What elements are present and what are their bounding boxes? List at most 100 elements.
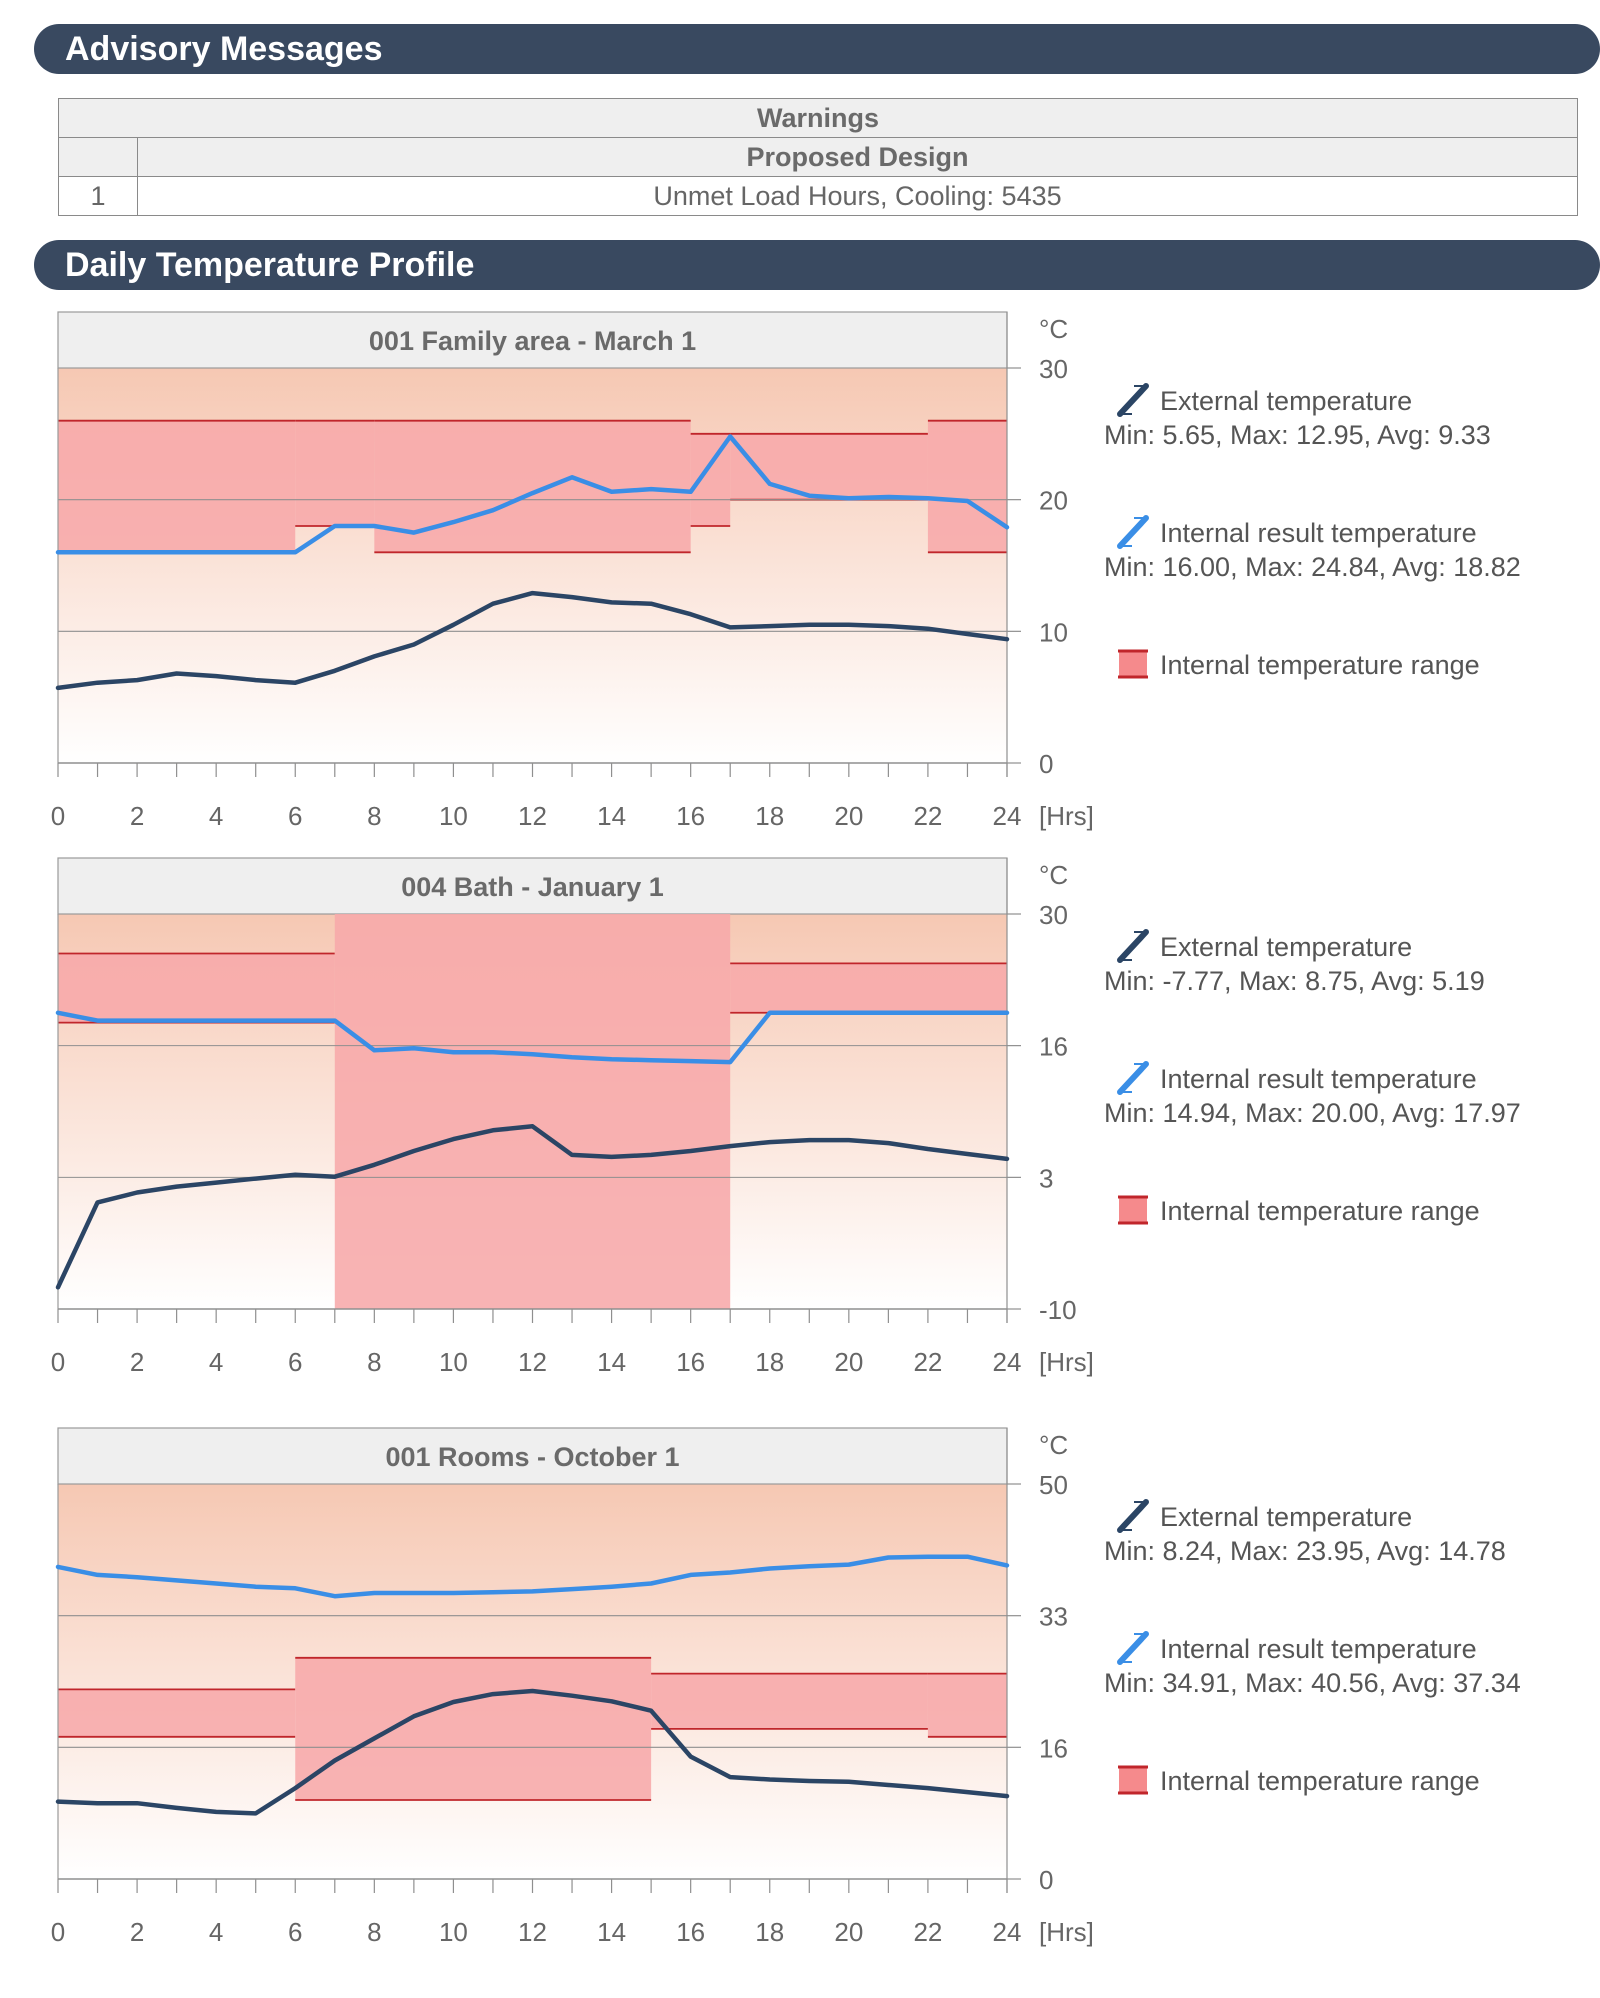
x-tick-label: 16	[676, 1347, 705, 1377]
y-tick-label: 30	[1039, 900, 1068, 930]
x-tick-label: 0	[51, 1347, 65, 1377]
x-tick-label: 16	[676, 801, 705, 831]
x-tick-label: 24	[993, 801, 1022, 831]
warnings-table: Warnings Proposed Design 1 Unmet Load Ho…	[58, 98, 1578, 216]
legend-label: Internal result temperature	[1160, 518, 1477, 548]
legend-stats: Min: 14.94, Max: 20.00, Avg: 17.97	[1104, 1098, 1521, 1128]
y-tick-label: 50	[1039, 1470, 1068, 1500]
x-axis-label: [Hrs]	[1039, 1917, 1094, 1947]
legend-range-bath: Internal temperature range	[1104, 1195, 1584, 1276]
range-band	[334, 914, 731, 1309]
range-band	[730, 963, 1007, 1013]
internal-temperature-line	[55, 1554, 1010, 1599]
legend-label: External temperature	[1160, 1502, 1413, 1532]
daily-temperature-profile-title: Daily Temperature Profile	[65, 246, 475, 284]
range-band	[58, 1689, 296, 1737]
legend-label: External temperature	[1160, 386, 1413, 416]
warnings-subheader: Proposed Design	[137, 137, 1578, 177]
x-tick-label: 4	[209, 1347, 223, 1377]
y-tick-label: 33	[1039, 1602, 1068, 1632]
y-tick-label: 16	[1039, 1032, 1068, 1062]
line-swatch-icon	[1117, 1631, 1149, 1665]
range-band	[651, 1673, 928, 1729]
legend-external-rooms: External temperature Min: 8.24, Max: 23.9…	[1104, 1499, 1584, 1582]
y-unit-label: °C	[1039, 314, 1068, 344]
line-swatch-icon	[1117, 383, 1149, 417]
x-tick-label: 10	[439, 1917, 468, 1947]
legend-stats: Min: 16.00, Max: 24.84, Avg: 18.82	[1104, 552, 1521, 582]
y-tick-label: 30	[1039, 354, 1068, 384]
range-band	[295, 420, 375, 526]
x-tick-label: 20	[834, 801, 863, 831]
x-tick-label: 12	[518, 801, 547, 831]
x-tick-label: 18	[755, 1917, 784, 1947]
y-tick-label: 0	[1039, 749, 1053, 779]
chart-title-box	[57, 311, 1008, 369]
x-tick-label: 14	[597, 1347, 626, 1377]
line-swatch-icon	[1117, 1061, 1149, 1095]
y-tick-label: 3	[1039, 1163, 1053, 1193]
external-temperature-line	[55, 1688, 1010, 1816]
chart-title: 004 Bath - January 1	[401, 872, 664, 902]
chart-title-box	[57, 1427, 1008, 1485]
x-tick-label: 0	[51, 801, 65, 831]
chart-title: 001 Rooms - October 1	[385, 1442, 679, 1472]
x-tick-label: 18	[755, 801, 784, 831]
x-tick-label: 4	[209, 801, 223, 831]
y-tick-label: -10	[1039, 1295, 1077, 1325]
internal-temperature-line	[55, 434, 1010, 555]
external-temperature-line	[55, 590, 1010, 691]
table-row: 1 Unmet Load Hours, Cooling: 5435	[58, 176, 1578, 216]
advisory-messages-title: Advisory Messages	[65, 30, 383, 68]
y-tick-label: 16	[1039, 1733, 1068, 1763]
x-tick-label: 6	[288, 801, 302, 831]
legend-stats: Min: 8.24, Max: 23.95, Avg: 14.78	[1104, 1536, 1506, 1566]
line-swatch-icon	[1117, 515, 1149, 549]
x-tick-label: 14	[597, 801, 626, 831]
x-tick-label: 20	[834, 1347, 863, 1377]
range-swatch-icon	[1118, 649, 1148, 679]
x-axis-label: [Hrs]	[1039, 801, 1094, 831]
range-swatch-icon	[1118, 1195, 1148, 1225]
row-number: 1	[58, 176, 138, 216]
legend-label: Internal result temperature	[1160, 1064, 1477, 1094]
x-tick-label: 24	[993, 1347, 1022, 1377]
legend-range-rooms: Internal temperature range	[1104, 1765, 1584, 1846]
x-tick-label: 6	[288, 1347, 302, 1377]
x-tick-label: 12	[518, 1917, 547, 1947]
legend-label: Internal temperature range	[1160, 650, 1480, 680]
legend-stats: Min: 34.91, Max: 40.56, Avg: 37.34	[1104, 1668, 1521, 1698]
range-band	[58, 420, 296, 553]
x-tick-label: 6	[288, 1917, 302, 1947]
range-band	[730, 433, 928, 500]
x-tick-label: 22	[913, 1917, 942, 1947]
legend-label: Internal temperature range	[1160, 1196, 1480, 1226]
x-tick-label: 10	[439, 1347, 468, 1377]
legend-stats: Min: 5.65, Max: 12.95, Avg: 9.33	[1104, 420, 1491, 450]
daily-temperature-profile-header: Daily Temperature Profile	[34, 240, 1600, 290]
legend-label: External temperature	[1160, 932, 1413, 962]
internal-temperature-line	[55, 1010, 1010, 1065]
x-tick-label: 8	[367, 1347, 381, 1377]
x-tick-label: 16	[676, 1917, 705, 1947]
line-swatch-icon	[1117, 1499, 1149, 1533]
x-tick-label: 24	[993, 1917, 1022, 1947]
legend-external-bath: External temperature Min: -7.77, Max: 8.7…	[1104, 929, 1584, 1012]
range-band	[58, 953, 335, 1023]
x-axis-label: [Hrs]	[1039, 1347, 1094, 1377]
x-tick-label: 12	[518, 1347, 547, 1377]
advisory-messages-header: Advisory Messages	[34, 24, 1600, 74]
x-tick-label: 2	[130, 1347, 144, 1377]
x-tick-label: 2	[130, 1917, 144, 1947]
y-unit-label: °C	[1039, 860, 1068, 890]
warnings-subheader-blank	[58, 137, 138, 177]
chart-title: 001 Family area - March 1	[369, 326, 696, 356]
x-tick-label: 14	[597, 1917, 626, 1947]
x-tick-label: 22	[913, 1347, 942, 1377]
external-temperature-line	[55, 1124, 1010, 1290]
legend-internal-rooms: Internal result temperature Min: 34.91, M…	[1104, 1631, 1584, 1714]
legend-range-family-area: Internal temperature range	[1104, 649, 1584, 730]
